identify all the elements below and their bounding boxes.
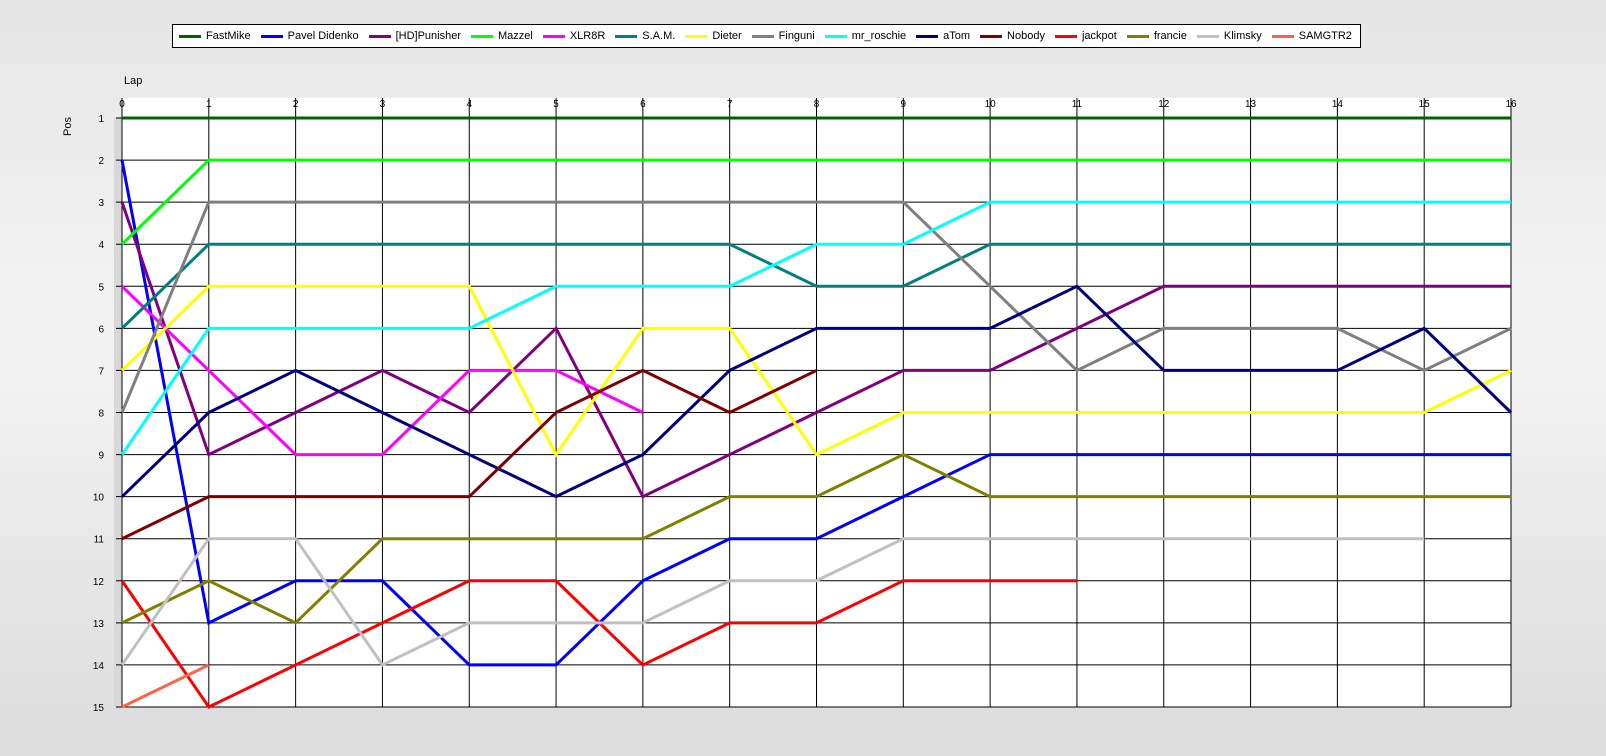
legend-item: FastMike bbox=[179, 30, 251, 42]
series-line-s-a-m- bbox=[120, 242, 1511, 330]
y-tick-label: 9 bbox=[98, 451, 104, 462]
series-line-mazzel bbox=[120, 158, 1511, 246]
legend-swatch bbox=[751, 34, 774, 38]
legend-swatch bbox=[1126, 34, 1149, 38]
legend-swatch bbox=[260, 34, 283, 38]
legend-label: S.A.M. bbox=[642, 30, 676, 42]
legend-item: Pavel Didenko bbox=[260, 30, 359, 42]
series-line-samgtr2 bbox=[121, 663, 210, 709]
legend-label: Nobody bbox=[1007, 30, 1045, 42]
y-tick-label: 7 bbox=[98, 366, 104, 377]
y-tick-label: 15 bbox=[93, 703, 105, 714]
series-line-mr-roschie bbox=[120, 200, 1511, 456]
legend-item: [HD]Punisher bbox=[368, 30, 461, 42]
series-line-pavel-didenko bbox=[120, 159, 1511, 667]
series-line-dieter bbox=[120, 284, 1512, 458]
x-tick-label: 16 bbox=[1505, 99, 1517, 110]
x-tick-label: 11 bbox=[1072, 99, 1083, 110]
legend-label: XLR8R bbox=[569, 30, 606, 42]
legend-swatch bbox=[1054, 34, 1077, 38]
legend-item: Dieter bbox=[685, 30, 742, 42]
y-tick-label: 1 bbox=[98, 114, 104, 125]
x-tick-label: 12 bbox=[1158, 99, 1170, 110]
legend-swatch bbox=[1196, 34, 1219, 38]
legend-label: Pavel Didenko bbox=[287, 30, 359, 42]
legend-swatch bbox=[916, 34, 939, 38]
y-tick-label: 11 bbox=[94, 535, 105, 546]
legend-item: aTom bbox=[916, 30, 970, 42]
legend-swatch bbox=[470, 34, 493, 38]
x-tick-label: 8 bbox=[814, 99, 820, 110]
x-tick-label: 7 bbox=[727, 99, 733, 110]
legend-label: aTom bbox=[943, 30, 971, 42]
legend-label: Mazzel bbox=[497, 30, 533, 42]
legend-swatch bbox=[615, 34, 638, 38]
legend-swatch bbox=[542, 34, 565, 38]
legend-swatch bbox=[368, 34, 391, 38]
x-tick-label: 4 bbox=[466, 99, 472, 110]
series-lines bbox=[120, 116, 1513, 709]
x-tick-label: 9 bbox=[901, 99, 907, 110]
y-tick-label: 4 bbox=[98, 240, 104, 251]
x-axis-label: Lap bbox=[124, 75, 142, 87]
legend-label: Klimsky bbox=[1223, 30, 1262, 42]
y-tick-label: 13 bbox=[93, 619, 105, 630]
series-line-francie bbox=[121, 452, 1511, 625]
legend-swatch bbox=[1271, 34, 1294, 38]
legend-label: SAMGTR2 bbox=[1298, 30, 1352, 42]
series-line--hd-punisher bbox=[120, 201, 1511, 499]
legend-label: FastMike bbox=[206, 30, 251, 42]
y-tick-label: 5 bbox=[98, 282, 104, 293]
legend-item: SAMGTR2 bbox=[1271, 30, 1352, 42]
legend-swatch bbox=[179, 34, 201, 38]
y-tick-label: 8 bbox=[98, 409, 104, 420]
legend-item: jackpot bbox=[1054, 30, 1117, 42]
series-line-klimsky bbox=[120, 537, 1425, 667]
legend-item: S.A.M. bbox=[615, 30, 675, 42]
y-tick-label: 3 bbox=[98, 198, 104, 209]
legend-label: mr_roschie bbox=[851, 30, 907, 42]
x-tick-label: 2 bbox=[293, 99, 299, 110]
x-tick-label: 6 bbox=[640, 99, 646, 110]
series-line-atom bbox=[120, 284, 1513, 499]
legend-swatch bbox=[685, 34, 708, 38]
y-tick-label: 6 bbox=[98, 324, 104, 335]
x-tick-label: 13 bbox=[1245, 99, 1257, 110]
legend-swatch bbox=[824, 34, 847, 38]
x-tick-label: 14 bbox=[1332, 99, 1344, 110]
legend-swatch bbox=[980, 34, 1003, 38]
legend-item: Klimsky bbox=[1196, 30, 1262, 42]
legend-item: XLR8R bbox=[542, 30, 606, 42]
legend-label: Finguni bbox=[778, 30, 815, 42]
legend-item: Finguni bbox=[751, 30, 815, 42]
y-axis-label: Pos bbox=[62, 117, 74, 136]
legend-item: francie bbox=[1126, 30, 1187, 42]
y-tick-label: 2 bbox=[98, 156, 104, 167]
x-tick-label: 3 bbox=[380, 99, 386, 110]
legend-label: Dieter bbox=[712, 30, 742, 42]
legend: FastMike Pavel Didenko [HD]Punisher Mazzel X… bbox=[172, 24, 1361, 48]
y-tick-label: 14 bbox=[93, 661, 105, 672]
x-tick-label: 0 bbox=[119, 99, 125, 110]
legend-item: Nobody bbox=[980, 30, 1045, 42]
legend-item: mr_roschie bbox=[824, 30, 907, 42]
x-tick-label: 15 bbox=[1419, 99, 1431, 110]
x-tick-label: 1 bbox=[206, 99, 212, 110]
series-line-xlr8r bbox=[120, 285, 644, 457]
legend-label: jackpot bbox=[1081, 30, 1117, 42]
series-line-finguni bbox=[120, 200, 1512, 414]
series-line-nobody bbox=[121, 368, 818, 541]
legend-label: francie bbox=[1153, 30, 1187, 42]
x-tick-label: 5 bbox=[553, 99, 559, 110]
y-tick-label: 12 bbox=[93, 577, 105, 588]
y-tick-label: 10 bbox=[93, 493, 105, 504]
legend-label: [HD]Punisher bbox=[395, 30, 461, 42]
legend-item: Mazzel bbox=[470, 30, 533, 42]
x-tick-label: 10 bbox=[985, 99, 997, 110]
